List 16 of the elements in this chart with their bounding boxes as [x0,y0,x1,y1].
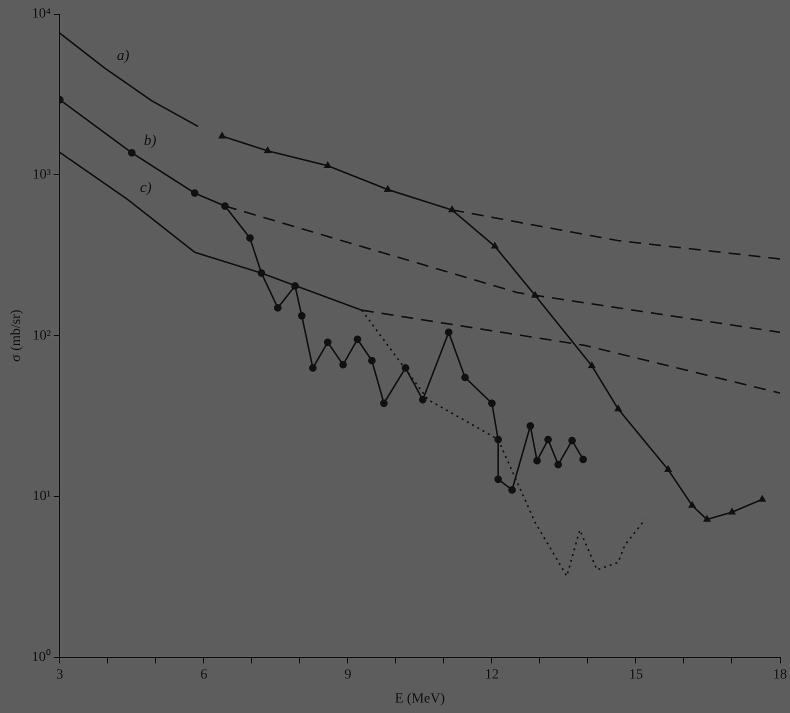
x-tick-label: 6 [200,667,208,682]
series-label: a) [116,48,130,64]
y-tick-label: 10⁰ [32,649,51,666]
series-label: b) [144,132,156,149]
y-tick-label: 10⁴ [32,6,51,22]
y-tick-label: 10¹ [32,489,51,504]
x-tick-label: 9 [344,667,352,682]
y-axis-title: σ (mb/sr) [9,309,24,362]
x-tick-label: 12 [484,667,499,682]
x-axis-title: E (MeV) [394,691,446,706]
x-tick-label: 18 [773,667,787,682]
y-tick-label: 10² [32,328,51,344]
x-tick-label: 15 [628,667,643,682]
x-tick-label: 3 [56,667,64,682]
y-tick-label: 10³ [32,168,51,183]
series-label: c) [140,180,152,196]
